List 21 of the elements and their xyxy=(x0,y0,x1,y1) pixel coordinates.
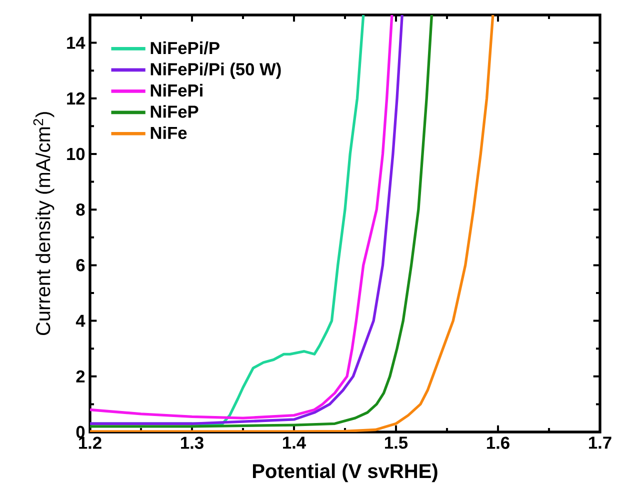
legend-label: NiFeP xyxy=(150,105,198,118)
x-tick-label: 1.4 xyxy=(283,436,306,449)
y-tick-label: 2 xyxy=(76,370,85,382)
y-tick-label: 10 xyxy=(67,148,85,160)
x-tick-label: 1.2 xyxy=(79,436,102,449)
legend-label: NiFePi/P xyxy=(150,41,220,54)
y-tick-label: 12 xyxy=(67,92,85,104)
legend-label: NiFePi xyxy=(150,84,202,97)
x-tick-label: 1.7 xyxy=(589,436,612,449)
y-tick-label: 8 xyxy=(76,203,85,216)
y-tick-label: 6 xyxy=(76,259,85,272)
legend-label: NiFe xyxy=(150,126,187,140)
y-tick-label: 4 xyxy=(76,314,86,327)
x-tick-label: 1.3 xyxy=(181,436,204,449)
y-tick-label: 14 xyxy=(67,36,86,49)
x-tick-label: 1.6 xyxy=(487,436,510,449)
x-axis-title: Potential (V svRHE) xyxy=(252,463,438,482)
y-axis-title: Current density (mA/cm$^{2}$) xyxy=(33,112,54,336)
y-tick-label: 0 xyxy=(76,426,85,438)
legend-label: NiFePi/Pi (50 W) xyxy=(150,62,281,79)
x-tick-label: 1.5 xyxy=(385,436,408,449)
